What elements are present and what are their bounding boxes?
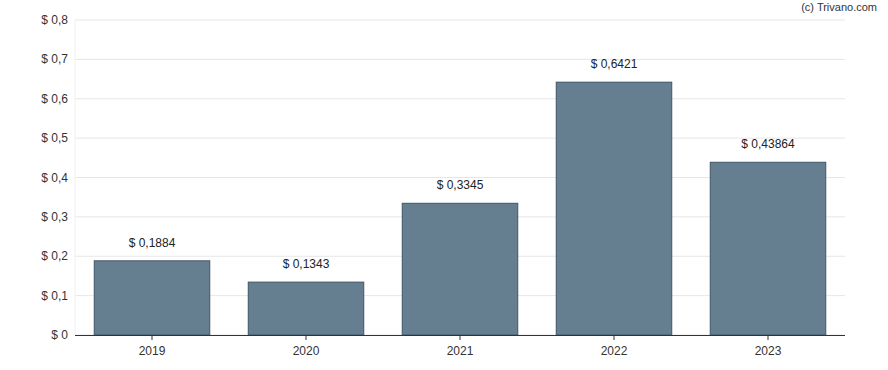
x-tick-label: 2020 [293,344,320,358]
bar [402,203,518,335]
y-tick-label: $ 0,8 [41,13,68,27]
y-tick-label: $ 0,5 [41,131,68,145]
grid-line [75,20,845,21]
y-tick-label: $ 0,7 [41,52,68,66]
y-axis-line [75,20,76,335]
grid-line [75,59,845,60]
bar [556,82,672,335]
y-tick-label: $ 0,1 [41,289,68,303]
x-tick [306,335,307,340]
grid-line [75,98,845,99]
data-label: $ 0,43864 [741,137,795,151]
y-tick-label: $ 0,3 [41,210,68,224]
chart-container: $ 0 $ 0,1 $ 0,2 $ 0,3 $ 0,4 $ 0,5 $ 0,6 $ 0,7 $ … [0,0,888,370]
x-tick-label: 2019 [139,344,166,358]
grid-line [75,138,845,139]
y-tick-label: $ 0,2 [41,249,68,263]
bar [248,282,364,335]
x-tick [152,335,153,340]
credit: (c) Trivano.com [801,1,877,13]
x-tick [614,335,615,340]
bar [710,162,826,335]
chart-svg: $ 0 $ 0,1 $ 0,2 $ 0,3 $ 0,4 $ 0,5 $ 0,6 $ 0,7 $ … [0,0,888,370]
x-tick-label: 2021 [447,344,474,358]
x-tick [460,335,461,340]
grid [75,20,845,335]
data-label: $ 0,6421 [591,57,638,71]
x-tick-label: 2023 [755,344,782,358]
data-label: $ 0,1884 [129,236,176,250]
x-tick [768,335,769,340]
data-label: $ 0,3345 [437,178,484,192]
bar [94,261,210,335]
y-tick-label: $ 0,4 [41,171,68,185]
x-tick-label: 2022 [601,344,628,358]
y-tick-label: $ 0 [51,328,68,342]
data-label: $ 0,1343 [283,257,330,271]
y-tick-label: $ 0,6 [41,92,68,106]
bars [94,82,826,335]
